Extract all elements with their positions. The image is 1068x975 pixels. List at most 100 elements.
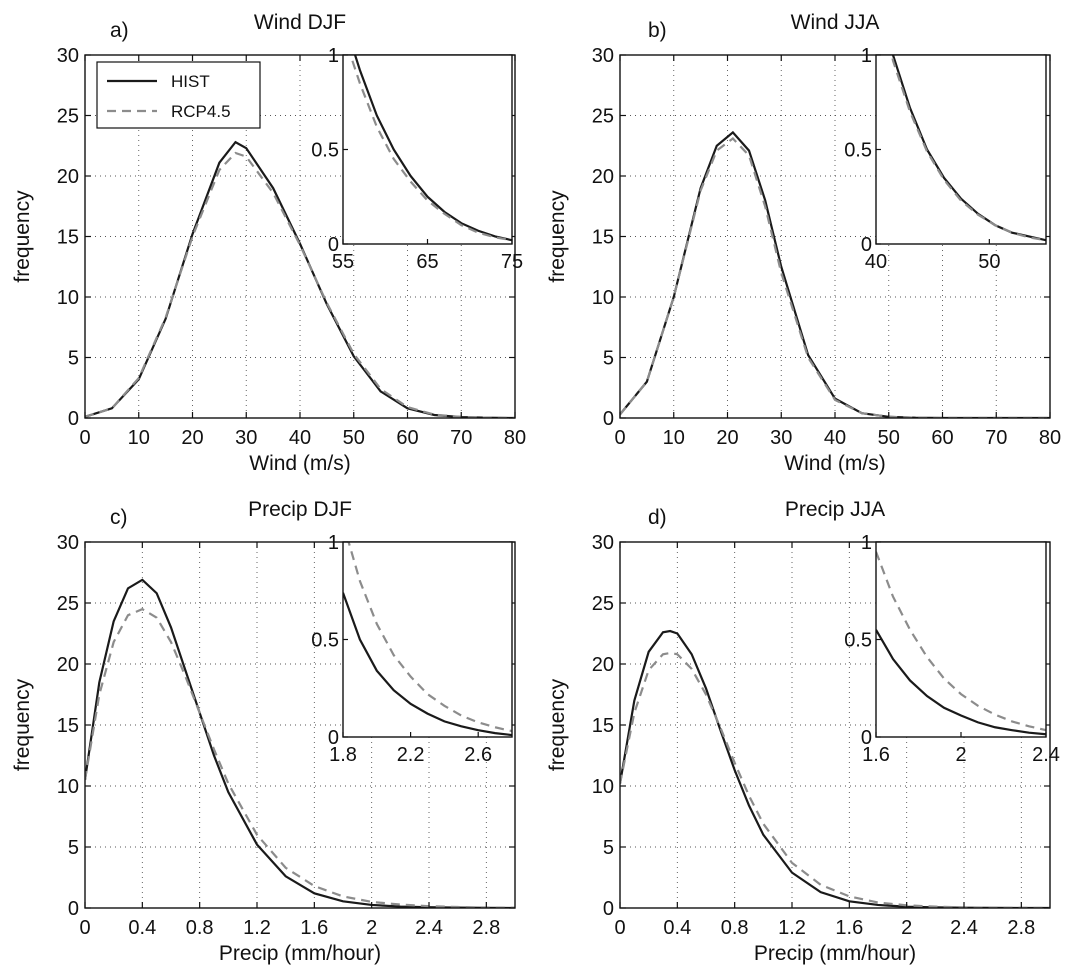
- inset-series-line-hist: [876, 629, 1046, 736]
- panel-label: b): [648, 19, 667, 42]
- inset-plot-area: [876, 542, 1046, 737]
- inset-y-tick-label: 0: [328, 234, 339, 256]
- y-tick-label: 30: [57, 45, 79, 67]
- x-tick-label: 0: [79, 917, 90, 939]
- x-tick-label: 2: [901, 917, 912, 939]
- y-axis-title: frequency: [11, 678, 34, 771]
- y-axis-title: frequency: [11, 190, 34, 283]
- inset-x-tick-label: 2.4: [1032, 744, 1060, 766]
- inset-axes: 55 65 75 0 0.5 1: [311, 45, 523, 273]
- y-tick-label: 25: [592, 106, 614, 128]
- x-tick-label: 1.2: [243, 917, 271, 939]
- x-tick-label: 10: [128, 427, 150, 449]
- x-tick-label: 1.2: [778, 917, 806, 939]
- x-tick-label: 0.8: [721, 917, 749, 939]
- panel-title: Precip JJA: [785, 498, 885, 521]
- inset-series-line-rcp45: [876, 551, 1046, 732]
- inset-axes: 1.8 2.2 2.6 0 0.5 1: [311, 532, 513, 766]
- y-tick-label: 5: [68, 348, 79, 370]
- x-tick-label: 2.8: [1007, 917, 1035, 939]
- x-tick-label: 2.4: [415, 917, 443, 939]
- x-tick-label: 2.8: [472, 917, 500, 939]
- y-tick-label: 15: [57, 715, 79, 737]
- x-tick-label: 30: [770, 427, 792, 449]
- inset-plot-area: [343, 542, 512, 737]
- x-tick-label: 70: [985, 427, 1007, 449]
- x-tick-label: 20: [181, 427, 203, 449]
- y-axis-title: frequency: [546, 678, 569, 771]
- x-tick-label: 0.4: [663, 917, 691, 939]
- inset-y-tick-label: 0.5: [311, 630, 339, 652]
- y-tick-label: 30: [592, 45, 614, 67]
- x-axis-title: Wind (m/s): [784, 452, 886, 475]
- x-axis-title: Precip (mm/hour): [219, 942, 381, 965]
- y-tick-label: 15: [57, 227, 79, 249]
- y-tick-label: 0: [68, 408, 79, 430]
- inset-x-tick-label: 50: [978, 251, 1000, 273]
- panel-label: c): [110, 506, 128, 529]
- series-line-rcp45: [620, 651, 1050, 908]
- inset-y-tick-label: 0: [861, 727, 872, 749]
- inset-series-line-hist: [343, 592, 512, 737]
- y-tick-label: 20: [592, 166, 614, 188]
- inset-x-tick-label: 65: [416, 251, 438, 273]
- legend-box: [96, 61, 261, 129]
- inset-plot-area: [876, 55, 1046, 244]
- panel-title: Wind DJF: [254, 11, 346, 34]
- y-tick-label: 10: [592, 776, 614, 798]
- x-tick-label: 30: [235, 427, 257, 449]
- x-tick-label: 0: [79, 427, 90, 449]
- inset-series-line-rcp45: [349, 55, 512, 242]
- panel-title: Precip DJF: [248, 498, 352, 521]
- inset-series-line-hist: [353, 55, 512, 242]
- y-tick-label: 20: [592, 654, 614, 676]
- inset-y-tick-label: 0.5: [311, 140, 339, 162]
- inset-axes: 1.6 2 2.4 0 0.5 1: [844, 532, 1060, 766]
- inset-plot-area: [343, 55, 512, 244]
- inset-y-tick-label: 1: [861, 45, 872, 67]
- x-tick-label: 10: [663, 427, 685, 449]
- y-tick-label: 0: [603, 408, 614, 430]
- legend-label: HIST: [171, 72, 210, 91]
- series-line-rcp45: [85, 151, 515, 418]
- y-tick-label: 20: [57, 654, 79, 676]
- y-tick-label: 10: [57, 776, 79, 798]
- y-tick-label: 5: [603, 837, 614, 859]
- x-tick-label: 1.6: [300, 917, 328, 939]
- y-tick-label: 0: [68, 898, 79, 920]
- inset-x-tick-label: 1.8: [329, 744, 357, 766]
- inset-x-tick-label: 2: [955, 744, 966, 766]
- x-tick-label: 80: [1039, 427, 1061, 449]
- inset-y-tick-label: 0.5: [844, 140, 872, 162]
- x-tick-label: 0: [614, 917, 625, 939]
- inset-x-tick-label: 75: [501, 251, 523, 273]
- inset-y-tick-label: 1: [328, 45, 339, 67]
- x-tick-label: 2: [366, 917, 377, 939]
- inset-y-tick-label: 0: [861, 234, 872, 256]
- inset-y-tick-label: 1: [328, 532, 339, 554]
- inset-x-tick-label: 40: [865, 251, 887, 273]
- x-tick-label: 0: [614, 427, 625, 449]
- x-tick-label: 50: [878, 427, 900, 449]
- inset-x-tick-label: 2.6: [464, 744, 492, 766]
- y-tick-label: 30: [592, 532, 614, 554]
- legend: HIST RCP4.5: [96, 61, 261, 129]
- x-tick-label: 70: [450, 427, 472, 449]
- x-tick-label: 50: [343, 427, 365, 449]
- inset-x-tick-label: 2.2: [397, 744, 425, 766]
- inset-series-line-rcp45: [347, 542, 512, 733]
- series-line-hist: [85, 578, 515, 908]
- x-tick-label: 80: [504, 427, 526, 449]
- x-tick-label: 1.6: [835, 917, 863, 939]
- x-axis-title: Wind (m/s): [249, 452, 351, 475]
- x-tick-label: 0.4: [128, 917, 156, 939]
- panel-label: a): [110, 19, 129, 42]
- panel-title: Wind JJA: [791, 11, 880, 34]
- y-tick-label: 25: [57, 593, 79, 615]
- y-tick-label: 30: [57, 532, 79, 554]
